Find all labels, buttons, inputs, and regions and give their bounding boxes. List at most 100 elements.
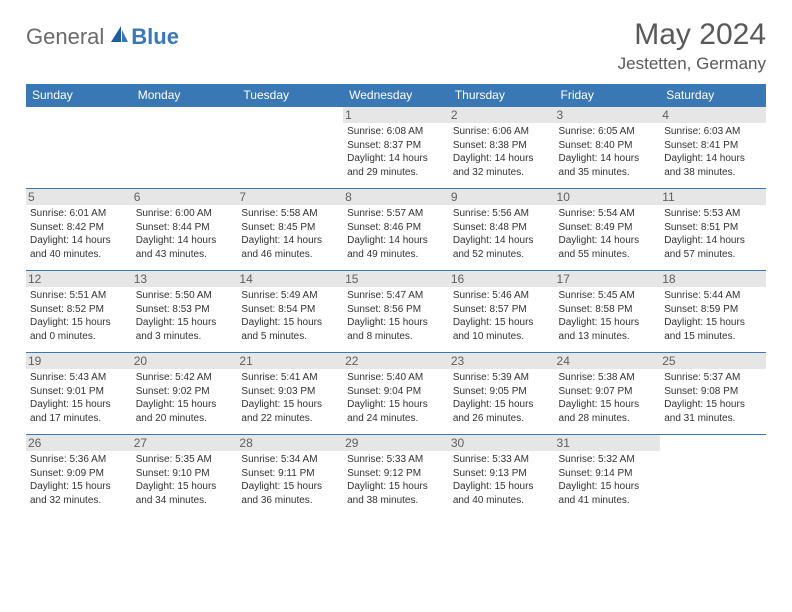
calendar-cell: 22 Sunrise: 5:40 AMSunset: 9:04 PMDayligh… xyxy=(343,353,449,435)
day-details: Sunrise: 5:45 AMSunset: 8:58 PMDaylight:… xyxy=(559,289,657,343)
day-number: 24 xyxy=(555,353,661,369)
day-number: 30 xyxy=(449,435,555,451)
day-details: Sunrise: 5:39 AMSunset: 9:05 PMDaylight:… xyxy=(453,371,551,425)
calendar-cell: 20 Sunrise: 5:42 AMSunset: 9:02 PMDayligh… xyxy=(132,353,238,435)
day-details: Sunrise: 5:40 AMSunset: 9:04 PMDaylight:… xyxy=(347,371,445,425)
day-number: 25 xyxy=(660,353,766,369)
day-details: Sunrise: 6:03 AMSunset: 8:41 PMDaylight:… xyxy=(664,125,762,179)
calendar-row: 26 Sunrise: 5:36 AMSunset: 9:09 PMDayligh… xyxy=(26,435,766,517)
day-details: Sunrise: 6:00 AMSunset: 8:44 PMDaylight:… xyxy=(136,207,234,261)
calendar-cell: 10Sunrise: 5:54 AMSunset: 8:49 PMDayligh… xyxy=(555,189,661,271)
calendar-cell: 18 Sunrise: 5:44 AMSunset: 8:59 PMDayligh… xyxy=(660,271,766,353)
calendar-cell: 16 Sunrise: 5:46 AMSunset: 8:57 PMDayligh… xyxy=(449,271,555,353)
day-details: Sunrise: 5:42 AMSunset: 9:02 PMDaylight:… xyxy=(136,371,234,425)
calendar-cell: 23Sunrise: 5:39 AMSunset: 9:05 PMDayligh… xyxy=(449,353,555,435)
calendar-cell: 21 Sunrise: 5:41 AMSunset: 9:03 PMDayligh… xyxy=(237,353,343,435)
day-number: 4 xyxy=(660,107,766,123)
day-number: 27 xyxy=(132,435,238,451)
logo-text-general: General xyxy=(26,24,104,50)
calendar-cell xyxy=(132,107,238,189)
day-number: 21 xyxy=(237,353,343,369)
weekday-header: Tuesday xyxy=(237,84,343,107)
calendar-cell: 15 Sunrise: 5:47 AMSunset: 8:56 PMDayligh… xyxy=(343,271,449,353)
calendar-cell: 14 Sunrise: 5:49 AMSunset: 8:54 PMDayligh… xyxy=(237,271,343,353)
day-number: 12 xyxy=(26,271,132,287)
calendar-cell: 19Sunrise: 5:43 AMSunset: 9:01 PMDayligh… xyxy=(26,353,132,435)
title-block: May 2024 Jestetten, Germany xyxy=(618,18,766,74)
day-number: 6 xyxy=(132,189,238,205)
calendar-cell xyxy=(660,435,766,517)
calendar-page: General Blue May 2024 Jestetten, Germany… xyxy=(0,0,792,517)
day-details: Sunrise: 5:56 AMSunset: 8:48 PMDaylight:… xyxy=(453,207,551,261)
weekday-header: Saturday xyxy=(660,84,766,107)
day-details: Sunrise: 5:50 AMSunset: 8:53 PMDaylight:… xyxy=(136,289,234,343)
day-number: 5 xyxy=(26,189,132,205)
day-details: Sunrise: 5:51 AMSunset: 8:52 PMDaylight:… xyxy=(30,289,128,343)
logo: General Blue xyxy=(26,18,179,50)
day-details: Sunrise: 5:35 AMSunset: 9:10 PMDaylight:… xyxy=(136,453,234,507)
day-details: Sunrise: 5:49 AMSunset: 8:54 PMDaylight:… xyxy=(241,289,339,343)
day-number: 2 xyxy=(449,107,555,123)
weekday-header: Friday xyxy=(555,84,661,107)
day-number: 31 xyxy=(555,435,661,451)
day-number: 3 xyxy=(555,107,661,123)
day-details: Sunrise: 5:36 AMSunset: 9:09 PMDaylight:… xyxy=(30,453,128,507)
day-number: 28 xyxy=(237,435,343,451)
day-number: 13 xyxy=(132,271,238,287)
calendar-cell: 8Sunrise: 5:57 AMSunset: 8:46 PMDaylight… xyxy=(343,189,449,271)
weekday-header: Wednesday xyxy=(343,84,449,107)
day-details: Sunrise: 6:05 AMSunset: 8:40 PMDaylight:… xyxy=(559,125,657,179)
day-details: Sunrise: 5:33 AMSunset: 9:12 PMDaylight:… xyxy=(347,453,445,507)
calendar-cell: 29Sunrise: 5:33 AMSunset: 9:12 PMDayligh… xyxy=(343,435,449,517)
day-details: Sunrise: 5:41 AMSunset: 9:03 PMDaylight:… xyxy=(241,371,339,425)
month-title: May 2024 xyxy=(618,18,766,52)
day-number: 16 xyxy=(449,271,555,287)
calendar-row: 5Sunrise: 6:01 AMSunset: 8:42 PMDaylight… xyxy=(26,189,766,271)
day-number: 19 xyxy=(26,353,132,369)
calendar-cell: 4 Sunrise: 6:03 AMSunset: 8:41 PMDaylight… xyxy=(660,107,766,189)
logo-sail-icon xyxy=(109,26,129,49)
day-number: 20 xyxy=(132,353,238,369)
calendar-cell xyxy=(26,107,132,189)
day-details: Sunrise: 6:08 AMSunset: 8:37 PMDaylight:… xyxy=(347,125,445,179)
day-number: 7 xyxy=(237,189,343,205)
location: Jestetten, Germany xyxy=(618,54,766,74)
calendar-cell: 6 Sunrise: 6:00 AMSunset: 8:44 PMDaylight… xyxy=(132,189,238,271)
day-details: Sunrise: 5:53 AMSunset: 8:51 PMDaylight:… xyxy=(664,207,762,261)
day-number: 11 xyxy=(660,189,766,205)
calendar-row: 19Sunrise: 5:43 AMSunset: 9:01 PMDayligh… xyxy=(26,353,766,435)
day-number: 15 xyxy=(343,271,449,287)
header: General Blue May 2024 Jestetten, Germany xyxy=(26,18,766,74)
calendar-cell: 7 Sunrise: 5:58 AMSunset: 8:45 PMDaylight… xyxy=(237,189,343,271)
calendar-cell: 30 Sunrise: 5:33 AMSunset: 9:13 PMDayligh… xyxy=(449,435,555,517)
calendar-cell: 28Sunrise: 5:34 AMSunset: 9:11 PMDayligh… xyxy=(237,435,343,517)
calendar-cell: 27 Sunrise: 5:35 AMSunset: 9:10 PMDayligh… xyxy=(132,435,238,517)
day-details: Sunrise: 5:33 AMSunset: 9:13 PMDaylight:… xyxy=(453,453,551,507)
day-details: Sunrise: 5:47 AMSunset: 8:56 PMDaylight:… xyxy=(347,289,445,343)
calendar-cell: 3 Sunrise: 6:05 AMSunset: 8:40 PMDaylight… xyxy=(555,107,661,189)
day-number: 8 xyxy=(343,189,449,205)
weekday-header-row: SundayMondayTuesdayWednesdayThursdayFrid… xyxy=(26,84,766,107)
day-details: Sunrise: 5:46 AMSunset: 8:57 PMDaylight:… xyxy=(453,289,551,343)
day-details: Sunrise: 5:58 AMSunset: 8:45 PMDaylight:… xyxy=(241,207,339,261)
day-number: 18 xyxy=(660,271,766,287)
calendar-cell: 12 Sunrise: 5:51 AMSunset: 8:52 PMDayligh… xyxy=(26,271,132,353)
calendar-cell: 2 Sunrise: 6:06 AMSunset: 8:38 PMDaylight… xyxy=(449,107,555,189)
day-number: 26 xyxy=(26,435,132,451)
day-details: Sunrise: 5:54 AMSunset: 8:49 PMDaylight:… xyxy=(559,207,657,261)
day-number: 17 xyxy=(555,271,661,287)
day-details: Sunrise: 6:06 AMSunset: 8:38 PMDaylight:… xyxy=(453,125,551,179)
day-number: 14 xyxy=(237,271,343,287)
calendar-cell: 11 Sunrise: 5:53 AMSunset: 8:51 PMDayligh… xyxy=(660,189,766,271)
calendar-cell: 17 Sunrise: 5:45 AMSunset: 8:58 PMDayligh… xyxy=(555,271,661,353)
weekday-header: Thursday xyxy=(449,84,555,107)
calendar-row: 12 Sunrise: 5:51 AMSunset: 8:52 PMDayligh… xyxy=(26,271,766,353)
day-details: Sunrise: 5:38 AMSunset: 9:07 PMDaylight:… xyxy=(559,371,657,425)
weekday-header: Monday xyxy=(132,84,238,107)
calendar-cell: 13 Sunrise: 5:50 AMSunset: 8:53 PMDayligh… xyxy=(132,271,238,353)
day-details: Sunrise: 5:32 AMSunset: 9:14 PMDaylight:… xyxy=(559,453,657,507)
day-details: Sunrise: 5:37 AMSunset: 9:08 PMDaylight:… xyxy=(664,371,762,425)
day-number: 22 xyxy=(343,353,449,369)
calendar-cell: 5Sunrise: 6:01 AMSunset: 8:42 PMDaylight… xyxy=(26,189,132,271)
day-details: Sunrise: 5:44 AMSunset: 8:59 PMDaylight:… xyxy=(664,289,762,343)
